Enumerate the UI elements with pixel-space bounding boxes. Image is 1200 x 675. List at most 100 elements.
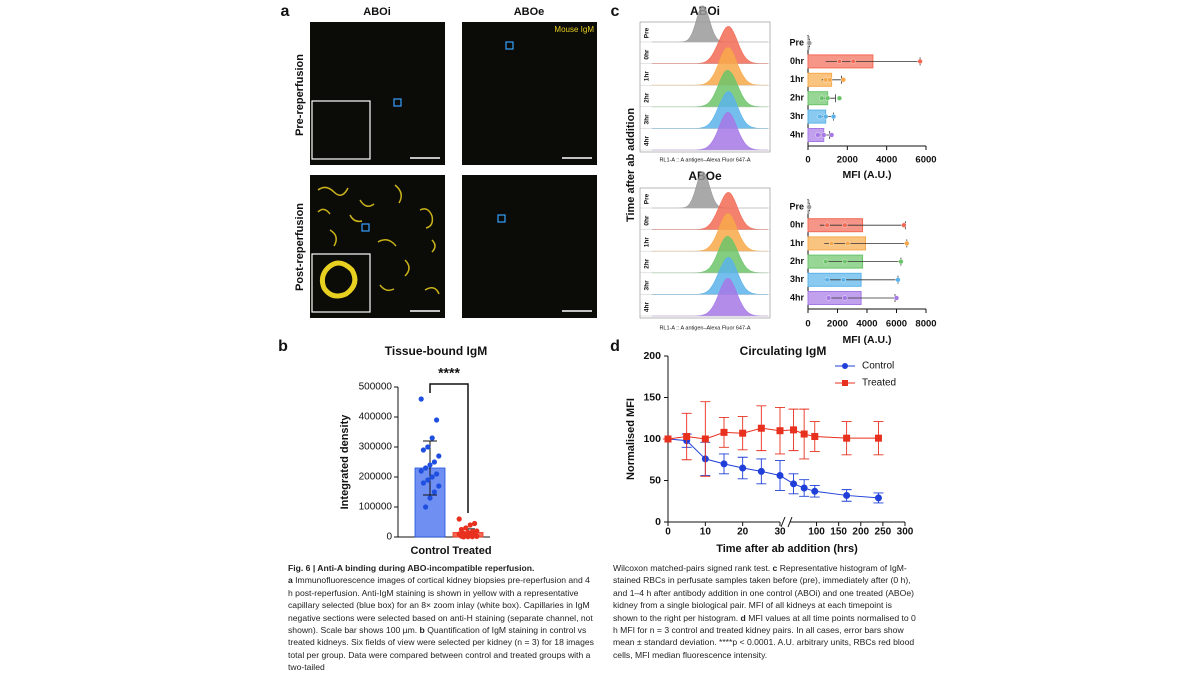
panel-label: a — [281, 3, 290, 20]
data-point — [474, 533, 480, 540]
histogram — [652, 256, 768, 295]
marker — [720, 460, 728, 468]
marker — [800, 484, 808, 492]
data-point — [898, 259, 904, 265]
legend-label: Control — [862, 361, 894, 372]
data-point — [904, 240, 910, 247]
data-point — [819, 95, 825, 101]
data-point — [840, 77, 847, 83]
x-axis-label: MFI (A.U.) — [843, 334, 892, 346]
data-point — [917, 58, 923, 65]
legend-marker — [842, 363, 848, 369]
data-point — [429, 435, 435, 441]
y-tick-label: 100 — [643, 433, 661, 445]
caption-text: a — [288, 575, 293, 586]
x-tick-label: 8000 — [915, 319, 936, 330]
data-point — [825, 95, 831, 101]
data-point — [472, 520, 478, 527]
marker — [739, 464, 747, 472]
data-point — [469, 534, 475, 540]
y-axis-label: Normalised MFI — [625, 398, 637, 480]
histogram — [652, 213, 768, 252]
selection-box — [393, 98, 402, 107]
y-axis-label: Integrated density — [339, 414, 351, 510]
data-point — [465, 534, 471, 540]
column-title: ABOe — [514, 6, 545, 18]
data-point — [895, 277, 901, 283]
data-point — [429, 474, 435, 480]
y-tick-label: 1hr — [790, 238, 805, 248]
selection-box — [505, 41, 514, 50]
data-point — [806, 40, 812, 46]
data-point — [467, 522, 473, 528]
micrograph — [462, 22, 597, 165]
chart-title: Tissue-bound IgM — [385, 344, 487, 358]
data-point — [824, 222, 830, 228]
y-tick-label: 200 — [643, 350, 661, 362]
marker — [790, 426, 798, 434]
marker — [664, 435, 672, 443]
y-tick-label: 1hr — [790, 74, 805, 84]
x-tick-label: 20 — [737, 527, 749, 538]
data-point — [431, 489, 437, 495]
y-tick-label: 0 — [386, 532, 392, 543]
lane-label: 2hr — [644, 92, 651, 103]
caption-text: b — [419, 625, 425, 636]
lane-label: 0hr — [644, 215, 651, 226]
marker — [720, 428, 728, 436]
y-tick-label: Pre — [789, 37, 804, 47]
legend-label: Treated — [862, 378, 896, 389]
chart-title: Circulating IgM — [740, 344, 827, 358]
caption-text: Fig. 6 | Anti-A binding during ABO-incom… — [288, 563, 535, 573]
y-tick-label: 4hr — [790, 292, 805, 302]
lane-label: 1hr — [644, 237, 651, 248]
y-tick-label: Pre — [789, 201, 804, 211]
x-tick-label: 4000 — [876, 155, 897, 166]
data-point — [815, 132, 821, 138]
micrographs — [310, 22, 597, 318]
y-tick-label: 3hr — [790, 274, 805, 284]
x-tick-label: Treated — [452, 545, 491, 557]
y-tick-label: 0hr — [790, 220, 805, 230]
x-tick-label: 30 — [774, 527, 786, 538]
y-tick-label: 3hr — [790, 111, 805, 121]
data-point — [842, 295, 848, 301]
histogram-y-label: Time after ab addition — [625, 108, 637, 222]
caption-text: Quantification of IgM staining in contro… — [288, 625, 594, 673]
y-tick-label: 100000 — [359, 502, 393, 513]
marker — [701, 435, 709, 443]
marker — [757, 467, 765, 475]
data-point — [423, 504, 429, 510]
panel-label: c — [611, 3, 620, 20]
series-line — [667, 438, 879, 499]
caption-text: Immunofluorescence images of cortical ki… — [288, 575, 593, 636]
data-point — [423, 465, 429, 471]
caption-text: Representative histogram of IgM-stained … — [613, 563, 914, 623]
marker — [811, 433, 819, 441]
y-tick-label: 300000 — [359, 442, 393, 453]
x-tick-label: 100 — [808, 527, 825, 538]
capillary-zoom — [319, 260, 358, 299]
x-axis-label: MFI (A.U.) — [843, 169, 892, 181]
significance: **** — [438, 365, 460, 381]
zoom-inlay — [311, 253, 371, 313]
selection-box — [361, 223, 370, 232]
panel-label: b — [278, 338, 288, 355]
data-point — [830, 113, 837, 120]
marker — [776, 427, 784, 435]
zoom-inlay — [311, 100, 371, 160]
scale-bars — [410, 157, 592, 312]
micrograph — [462, 175, 597, 318]
x-tick-label: 6000 — [886, 319, 907, 330]
y-tick-label: 4hr — [790, 129, 805, 139]
x-tick-label: 250 — [875, 527, 892, 538]
data-point — [418, 468, 424, 474]
data-point — [828, 132, 835, 138]
data-point — [826, 295, 832, 301]
x-tick-label: 6000 — [915, 155, 936, 166]
data-point — [431, 459, 437, 465]
data-point — [427, 495, 433, 501]
caption-left: Fig. 6 | Anti-A binding during ABO-incom… — [288, 562, 594, 674]
